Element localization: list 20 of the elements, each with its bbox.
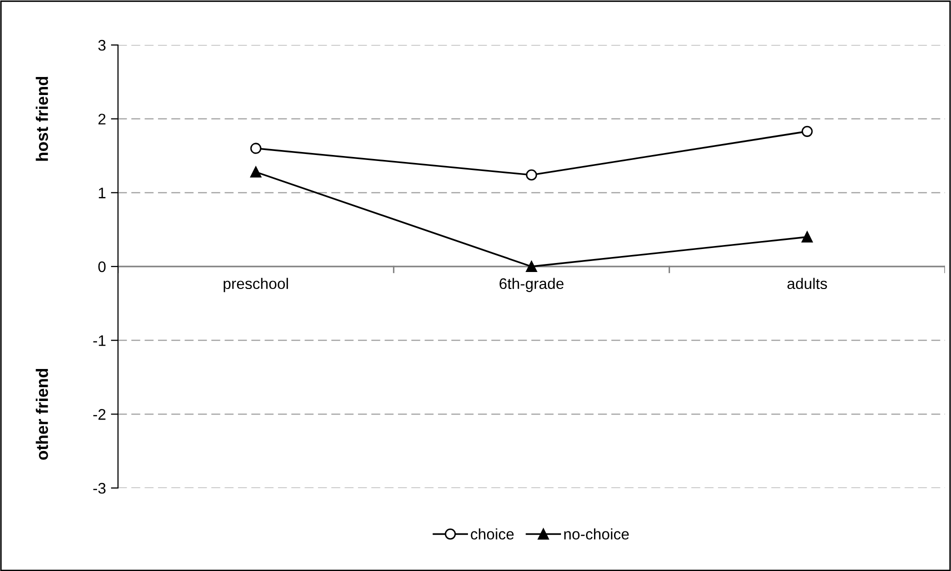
point bbox=[250, 166, 262, 178]
text: host friend bbox=[36, 76, 48, 161]
y-tick-label: 3 bbox=[98, 40, 106, 51]
x-tick-label: preschool bbox=[224, 278, 288, 292]
y-tick-label: -2 bbox=[93, 409, 106, 420]
y-tick-label: 1 bbox=[98, 188, 106, 198]
point bbox=[526, 169, 538, 181]
text: other friend bbox=[36, 368, 48, 460]
point bbox=[802, 126, 813, 137]
y-tick-label: 0 bbox=[98, 261, 106, 272]
point bbox=[802, 231, 813, 243]
legend-label: no-choice bbox=[564, 528, 629, 540]
y-tick-label: -3 bbox=[93, 482, 106, 494]
point bbox=[250, 142, 262, 154]
x-tick-label: adults bbox=[787, 278, 827, 290]
y-tick-label: -1 bbox=[93, 335, 106, 346]
legend-label: choice bbox=[470, 528, 514, 540]
point bbox=[526, 260, 538, 272]
x-tick-label: 6th-grade bbox=[500, 278, 564, 292]
y-tick-label: 2 bbox=[98, 114, 106, 124]
